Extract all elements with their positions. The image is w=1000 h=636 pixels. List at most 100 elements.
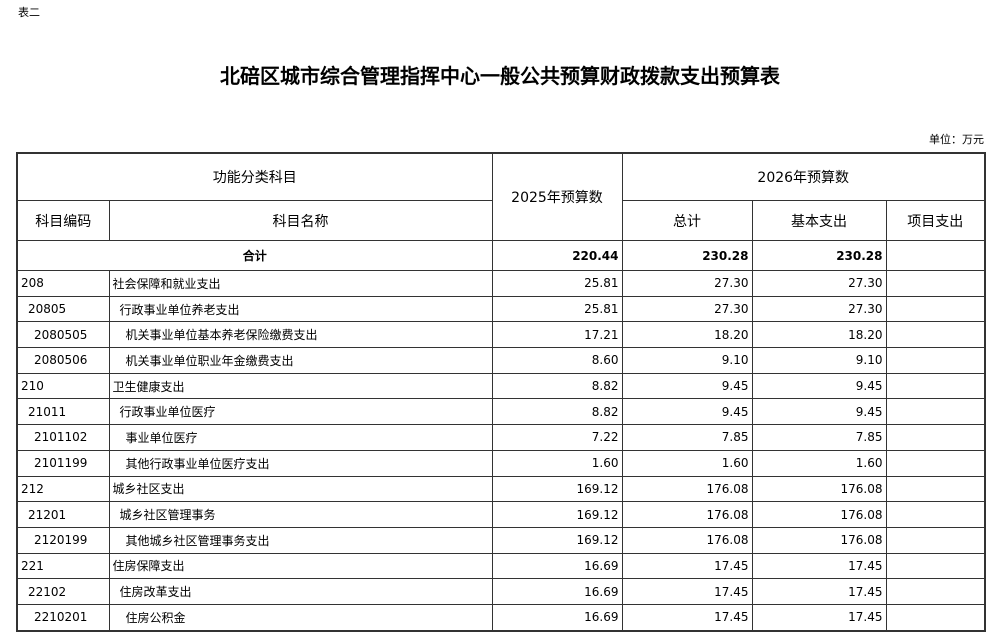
cell-code: 2101199 [16, 449, 110, 477]
total-total: 230.28 [621, 240, 753, 271]
cell-2025: 16.69 [491, 552, 623, 580]
table-row: 22102 住房改革支出 16.69 17.45 17.45 [16, 578, 986, 605]
cell-name: 事业单位医疗 [108, 424, 493, 451]
cell-code: 2101102 [16, 424, 110, 451]
table-row: 21011 行政事业单位医疗 8.82 9.45 9.45 [16, 398, 986, 426]
table-label: 表二 [18, 6, 40, 19]
cell-basic: 7.85 [751, 424, 887, 451]
cell-total: 9.10 [621, 347, 753, 374]
cell-2025: 8.82 [491, 398, 623, 426]
table-row: 2101199 其他行政事业单位医疗支出 1.60 1.60 1.60 [16, 449, 986, 477]
header-row: 功能分类科目 2025年预算数 2026年预算数 [16, 152, 986, 241]
total-label: 合计 [16, 240, 493, 271]
cell-name: 行政事业单位养老支出 [108, 295, 493, 323]
page-title: 北碚区城市综合管理指挥中心一般公共预算财政拨款支出预算表 [220, 64, 780, 88]
cell-2025: 169.12 [491, 526, 623, 554]
cell-code: 21201 [16, 501, 110, 528]
cell-code: 208 [16, 270, 110, 297]
table-row: 2080505 机关事业单位基本养老保险缴费支出 17.21 18.20 18.20 [16, 321, 986, 349]
cell-2025: 7.22 [491, 424, 623, 451]
cell-basic: 9.45 [751, 398, 887, 426]
header-functional: 功能分类科目 [16, 152, 493, 201]
cell-project [885, 475, 986, 503]
cell-project [885, 501, 986, 528]
cell-name: 机关事业单位基本养老保险缴费支出 [108, 321, 493, 349]
cell-project [885, 372, 986, 400]
cell-name: 其他城乡社区管理事务支出 [108, 526, 493, 554]
cell-name: 城乡社区支出 [108, 475, 493, 503]
cell-basic: 27.30 [751, 295, 887, 323]
header-2026: 2026年预算数 [621, 152, 986, 201]
cell-basic: 9.10 [751, 347, 887, 374]
cell-2025: 169.12 [491, 475, 623, 503]
table-row: 221 住房保障支出 16.69 17.45 17.45 [16, 552, 986, 580]
cell-project [885, 347, 986, 374]
cell-basic: 27.30 [751, 270, 887, 297]
total-2025: 220.44 [491, 240, 623, 271]
cell-project [885, 526, 986, 554]
cell-2025: 169.12 [491, 501, 623, 528]
cell-project [885, 321, 986, 349]
cell-name: 卫生健康支出 [108, 372, 493, 400]
table-row: 210 卫生健康支出 8.82 9.45 9.45 [16, 372, 986, 400]
cell-code: 212 [16, 475, 110, 503]
header-total: 总计 [621, 200, 753, 241]
cell-name: 住房保障支出 [108, 552, 493, 580]
cell-project [885, 552, 986, 580]
cell-name: 机关事业单位职业年金缴费支出 [108, 347, 493, 374]
cell-name: 城乡社区管理事务 [108, 501, 493, 528]
total-row: 合计 220.44 230.28 230.28 [16, 240, 986, 271]
total-project [885, 240, 986, 271]
cell-basic: 9.45 [751, 372, 887, 400]
cell-total: 176.08 [621, 475, 753, 503]
cell-code: 2210201 [16, 603, 110, 632]
budget-table: 功能分类科目 2025年预算数 2026年预算数 科目编码 科目名称 总计 基本… [16, 152, 986, 632]
cell-project [885, 424, 986, 451]
table-row: 2210201 住房公积金 16.69 17.45 17.45 [16, 603, 986, 632]
unit-label: 单位：万元 [929, 133, 984, 146]
cell-project [885, 603, 986, 632]
header-project: 项目支出 [885, 200, 986, 241]
cell-code: 21011 [16, 398, 110, 426]
table-row: 2080506 机关事业单位职业年金缴费支出 8.60 9.10 9.10 [16, 347, 986, 374]
table-row: 212 城乡社区支出 169.12 176.08 176.08 [16, 475, 986, 503]
cell-total: 18.20 [621, 321, 753, 349]
cell-2025: 8.82 [491, 372, 623, 400]
header-basic: 基本支出 [751, 200, 887, 241]
table-row: 20805 行政事业单位养老支出 25.81 27.30 27.30 [16, 295, 986, 323]
cell-total: 9.45 [621, 372, 753, 400]
cell-name: 其他行政事业单位医疗支出 [108, 449, 493, 477]
subheader-row: 科目编码 科目名称 总计 基本支出 项目支出 [16, 200, 986, 241]
cell-total: 176.08 [621, 501, 753, 528]
cell-name: 行政事业单位医疗 [108, 398, 493, 426]
table-row: 21201 城乡社区管理事务 169.12 176.08 176.08 [16, 501, 986, 528]
cell-2025: 8.60 [491, 347, 623, 374]
header-code: 科目编码 [16, 200, 110, 241]
cell-code: 20805 [16, 295, 110, 323]
cell-name: 社会保障和就业支出 [108, 270, 493, 297]
cell-project [885, 449, 986, 477]
cell-2025: 1.60 [491, 449, 623, 477]
table-row: 2120199 其他城乡社区管理事务支出 169.12 176.08 176.08 [16, 526, 986, 554]
cell-2025: 25.81 [491, 270, 623, 297]
cell-code: 221 [16, 552, 110, 580]
cell-basic: 176.08 [751, 475, 887, 503]
cell-code: 2120199 [16, 526, 110, 554]
cell-total: 7.85 [621, 424, 753, 451]
cell-total: 17.45 [621, 552, 753, 580]
cell-basic: 17.45 [751, 552, 887, 580]
cell-2025: 17.21 [491, 321, 623, 349]
cell-total: 17.45 [621, 578, 753, 605]
cell-project [885, 295, 986, 323]
cell-basic: 176.08 [751, 501, 887, 528]
cell-basic: 1.60 [751, 449, 887, 477]
cell-project [885, 578, 986, 605]
cell-basic: 176.08 [751, 526, 887, 554]
table-row: 208 社会保障和就业支出 25.81 27.30 27.30 [16, 270, 986, 297]
cell-name: 住房公积金 [108, 603, 493, 632]
cell-2025: 16.69 [491, 578, 623, 605]
cell-basic: 18.20 [751, 321, 887, 349]
cell-basic: 17.45 [751, 603, 887, 632]
cell-2025: 16.69 [491, 603, 623, 632]
cell-code: 2080505 [16, 321, 110, 349]
